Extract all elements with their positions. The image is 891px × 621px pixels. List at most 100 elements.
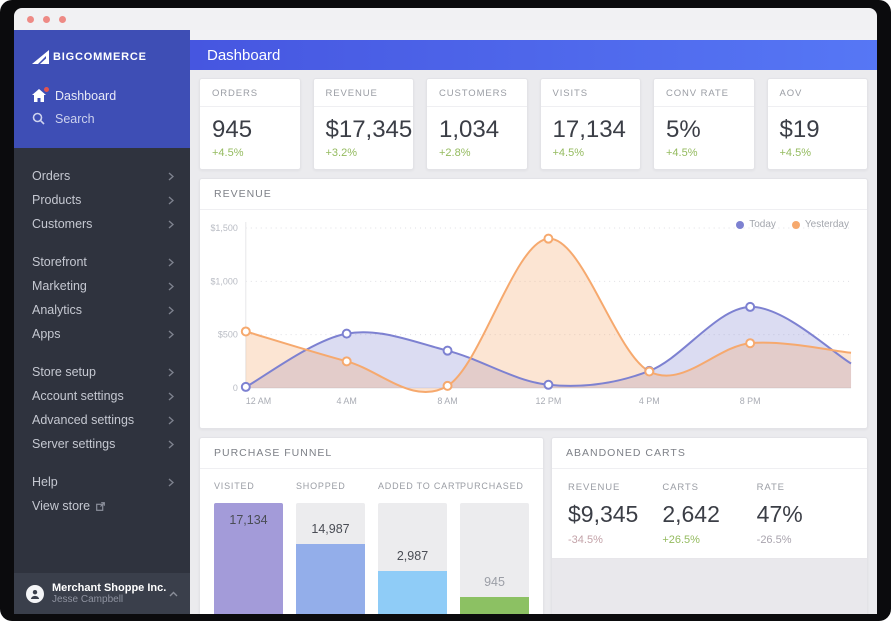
kpi-delta: +4.5% [552, 147, 585, 159]
revenue-card-title: REVENUE [200, 179, 867, 210]
sidebar-item-storefront[interactable]: Storefront [14, 250, 190, 274]
chevron-right-icon [168, 367, 174, 377]
sidebar-item-label: Products [32, 193, 82, 207]
kpi-delta: +3.2% [325, 147, 358, 159]
sidebar-item-label: Marketing [32, 279, 87, 293]
sidebar-item-label: Apps [32, 327, 61, 341]
sidebar-item-account-settings[interactable]: Account settings [14, 384, 190, 408]
ab-stat-value: $9,345 [568, 501, 639, 527]
svg-text:12 PM: 12 PM [535, 396, 561, 406]
home-icon [32, 86, 50, 102]
ab-stat-rate: RATE 47% -26.5% [757, 479, 851, 546]
sidebar-item-analytics[interactable]: Analytics [14, 298, 190, 322]
funnel-category-label: PURCHASED [460, 481, 524, 491]
funnel-bar-fill [214, 503, 283, 614]
sidebar-item-view-store[interactable]: View store [14, 494, 190, 518]
ab-stat-delta: -26.5% [756, 534, 792, 546]
external-link-icon [96, 501, 106, 511]
legend-item-yesterday[interactable]: Yesterday [791, 219, 849, 230]
user-avatar-icon [26, 584, 44, 603]
sidebar-item-customers[interactable]: Customers [14, 212, 190, 236]
kpi-card-conv-rate: CONV RATE 5% +4.5% [653, 78, 755, 170]
sidebar-item-label: Dashboard [55, 88, 117, 103]
sidebar-item-label: Search [55, 111, 95, 126]
kpi-label: VISITS [540, 79, 640, 107]
sidebar-top: BIGCOMMERCE Dashboard [14, 30, 190, 148]
kpi-card-customers: CUSTOMERS 1,034 +2.8% [426, 78, 528, 170]
sidebar-item-server-settings[interactable]: Server settings [14, 432, 190, 456]
ab-stat-delta: -34.5% [568, 534, 603, 546]
sidebar-item-products[interactable]: Products [14, 188, 190, 212]
window-control-dot[interactable] [27, 15, 34, 23]
funnel-value-label: 945 [484, 574, 505, 589]
sidebar-item-help[interactable]: Help [14, 470, 190, 494]
funnel-bar-fill [296, 543, 365, 614]
kpi-label: REVENUE [313, 79, 413, 107]
funnel-bar-fill [378, 571, 447, 614]
page-title: Dashboard [207, 46, 281, 64]
svg-text:4 PM: 4 PM [639, 396, 660, 406]
bigcommerce-logo-icon [32, 50, 49, 64]
kpi-card-visits: VISITS 17,134 +4.5% [539, 78, 641, 170]
sidebar-item-advanced-settings[interactable]: Advanced settings [14, 408, 190, 432]
sidebar-item-dashboard[interactable]: Dashboard [32, 84, 190, 107]
purchase-funnel-chart: VISITED 17,134 SHOPPED 14,987 [200, 469, 543, 614]
funnel-bar: 14,987 [296, 503, 365, 614]
chart-legend: Today Yesterday [736, 219, 849, 230]
legend-label: Yesterday [804, 219, 849, 230]
funnel-category-label: VISITED [214, 481, 255, 491]
notification-badge [43, 86, 50, 93]
legend-dot-yesterday-icon [791, 220, 800, 229]
merchant-account-button[interactable]: Merchant Shoppe Inc. Jesse Campbell [14, 573, 190, 614]
bigcommerce-logo: BIGCOMMERCE [32, 50, 190, 64]
sidebar-item-label: Storefront [32, 255, 87, 269]
funnel-bar: 945 [460, 503, 529, 614]
kpi-label: CONV RATE [654, 79, 754, 107]
kpi-value: $19 [779, 116, 820, 143]
purchase-funnel-card: PURCHASE FUNNEL VISITED 17,134 SHOPPED [199, 437, 544, 614]
sidebar-item-label: Server settings [32, 437, 116, 451]
funnel-value-label: 14,987 [311, 521, 350, 536]
ab-stat-delta: +26.5% [662, 534, 700, 546]
sidebar-item-label: Account settings [32, 389, 124, 403]
sidebar-item-marketing[interactable]: Marketing [14, 274, 190, 298]
main-content: Dashboard ORDERS 945 +4.5% REVENUE $17,3… [190, 30, 877, 614]
chevron-up-icon [169, 591, 178, 596]
sidebar-item-label: Orders [32, 169, 71, 183]
window-control-dot[interactable] [59, 15, 66, 23]
sidebar-item-store-setup[interactable]: Store setup [14, 360, 190, 384]
svg-text:4 AM: 4 AM [336, 396, 356, 406]
purchase-funnel-title: PURCHASE FUNNEL [200, 438, 543, 469]
sidebar-item-search[interactable]: Search [32, 107, 190, 130]
funnel-col-visited: VISITED 17,134 [214, 481, 283, 614]
chevron-right-icon [168, 391, 174, 401]
svg-text:$500: $500 [218, 330, 238, 340]
sidebar-item-apps[interactable]: Apps [14, 322, 190, 346]
legend-label: Today [749, 219, 776, 230]
revenue-chart-area: Today Yesterday 0 $500 $1,000 $1,500 12 AM 4 … [200, 210, 867, 428]
kpi-value: $17,345 [325, 116, 413, 143]
revenue-chart-card: REVENUE Today Yesterday 0 [199, 178, 868, 429]
revenue-line-chart: 0 $500 $1,000 $1,500 12 AM 4 AM 8 AM 12 PM 4 PM 8… [202, 214, 859, 426]
chevron-right-icon [168, 281, 174, 291]
svg-text:$1,500: $1,500 [210, 223, 237, 233]
sidebar-nav: Orders Products Customers [14, 148, 190, 532]
ab-stat-carts: CARTS 2,642 +26.5% [662, 479, 756, 546]
chevron-right-icon [168, 195, 174, 205]
legend-item-today[interactable]: Today [736, 219, 776, 230]
sidebar-item-orders[interactable]: Orders [14, 164, 190, 188]
kpi-delta: +4.5% [666, 147, 698, 159]
merchant-user: Jesse Campbell [52, 594, 124, 605]
chevron-right-icon [168, 439, 174, 449]
abandoned-carts-stats: REVENUE $9,345 -34.5% CARTS 2,642 +26.5%… [552, 469, 867, 559]
kpi-value: 1,034 [439, 116, 500, 143]
funnel-value-label: 2,987 [396, 549, 429, 563]
window-control-dot[interactable] [43, 15, 50, 23]
kpi-delta: +2.8% [439, 147, 471, 159]
funnel-bar: 17,134 [214, 503, 283, 614]
chevron-right-icon [168, 329, 174, 339]
sidebar-item-label: View store [32, 499, 91, 513]
ab-stat-label: RATE [756, 482, 785, 493]
ab-stat-value: 47% [756, 501, 803, 527]
kpi-label: ORDERS [200, 79, 300, 107]
